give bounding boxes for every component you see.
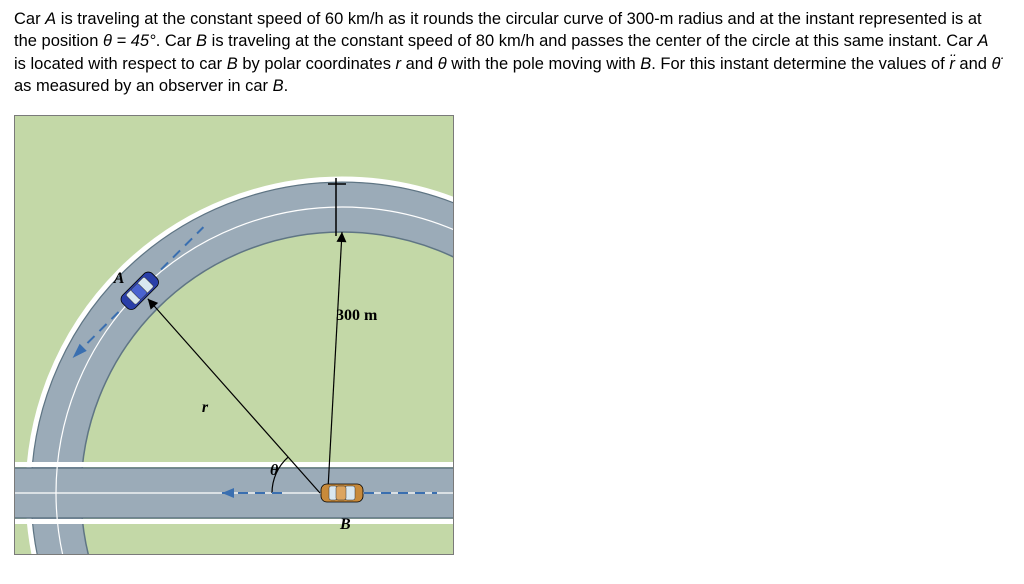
svg-text:θ: θ bbox=[270, 462, 279, 479]
t: this same instant. Car bbox=[813, 32, 977, 50]
t: is located with respect to car bbox=[14, 55, 227, 73]
car-a2: A bbox=[977, 32, 988, 50]
car-b2: B bbox=[227, 55, 238, 73]
car-b3: B bbox=[640, 55, 651, 73]
car-a: A bbox=[45, 10, 56, 28]
t: . Car bbox=[156, 32, 196, 50]
diagram: 300 m r θ A B bbox=[14, 115, 454, 555]
t: is traveling at the constant speed of 80… bbox=[207, 32, 813, 50]
svg-text:B: B bbox=[339, 516, 351, 533]
car-b4: B bbox=[273, 77, 284, 95]
t: as measured by an observer in car bbox=[14, 77, 273, 95]
t: Car bbox=[14, 10, 45, 28]
t: with the pole moving with bbox=[447, 55, 641, 73]
problem-statement: Car A is traveling at the constant speed… bbox=[14, 8, 1004, 97]
car-b: B bbox=[196, 32, 207, 50]
theta-sym: θ bbox=[438, 55, 447, 73]
svg-text:300 m: 300 m bbox=[336, 307, 378, 324]
t: . bbox=[284, 77, 289, 95]
svg-text:r: r bbox=[202, 399, 209, 416]
thetaddot: θ̈ bbox=[992, 55, 1001, 73]
svg-text:A: A bbox=[113, 270, 125, 287]
t: and bbox=[955, 55, 992, 73]
theta-eq: θ = 45° bbox=[103, 32, 156, 50]
t: is traveling at the constant speed of 60… bbox=[56, 10, 859, 28]
t: instant determine the values of bbox=[720, 55, 949, 73]
t: . For this bbox=[651, 55, 720, 73]
t: by polar coordinates bbox=[238, 55, 396, 73]
t: and bbox=[401, 55, 438, 73]
